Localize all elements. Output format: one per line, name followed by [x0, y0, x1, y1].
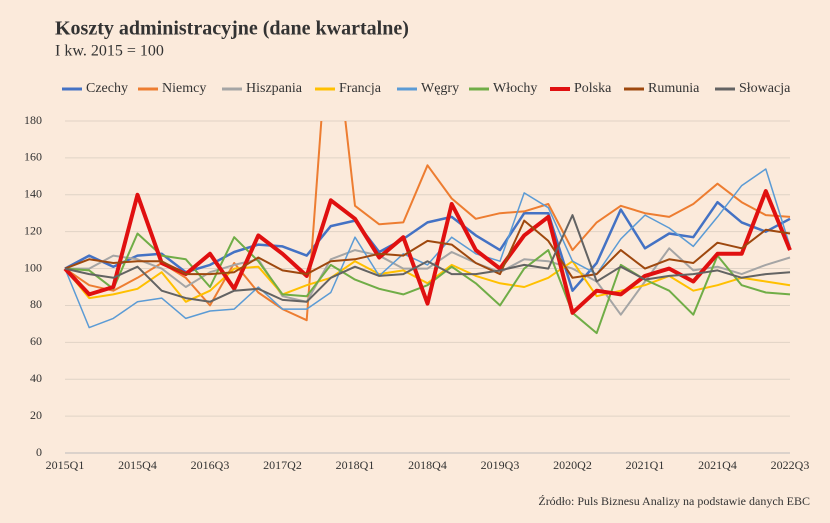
y-tick-label: 60 — [30, 334, 42, 348]
legend-label: Słowacja — [739, 81, 791, 96]
legend-label: Włochy — [493, 81, 537, 96]
y-tick-label: 120 — [24, 223, 42, 237]
y-tick-label: 140 — [24, 187, 42, 201]
y-tick-label: 0 — [36, 445, 42, 459]
x-tick-label: 2017Q2 — [263, 458, 302, 472]
y-tick-label: 180 — [24, 113, 42, 127]
series-line — [64, 168, 791, 329]
y-tick-label: 20 — [30, 408, 42, 422]
y-tick-label: 40 — [30, 371, 42, 385]
x-tick-label: 2021Q1 — [626, 458, 665, 472]
chart-title: Koszty administracyjne (dane kwartalne) — [55, 18, 409, 40]
legend-label: Węgry — [421, 81, 459, 96]
labels: 0 20 40 60 80 100 120 140 160 180 2015Q1 2015Q4 2016… — [24, 81, 809, 472]
chart-subtitle: I kw. 2015 = 100 — [55, 43, 164, 60]
x-tick-label: 2020Q2 — [553, 458, 592, 472]
x-tick-label: 2021Q4 — [698, 458, 737, 472]
x-tick-label: 2015Q1 — [46, 458, 85, 472]
legend-label: Francja — [339, 81, 382, 96]
y-tick-label: 100 — [24, 260, 42, 274]
series-line — [64, 232, 791, 335]
legend-label: Niemcy — [162, 81, 206, 96]
series-line — [64, 121, 791, 322]
plot — [63, 121, 792, 335]
y-tick-label: 80 — [30, 297, 42, 311]
x-tick-label: 2016Q3 — [191, 458, 230, 472]
series-line — [64, 219, 791, 279]
legend-label: Polska — [574, 81, 612, 96]
x-tick-label: 2018Q1 — [336, 458, 375, 472]
legend-label: Hiszpania — [246, 81, 303, 96]
series-line — [65, 247, 791, 316]
series-line — [64, 214, 791, 303]
x-tick-label: 2015Q4 — [118, 458, 157, 472]
x-tick-label: 2018Q4 — [408, 458, 447, 472]
legend-label: Rumunia — [648, 81, 700, 96]
x-tick-label: 2022Q3 — [771, 458, 810, 472]
x-tick-label: 2019Q3 — [481, 458, 520, 472]
source: Źródło: Puls Biznesu Analizy na podstawi… — [538, 494, 810, 508]
legend-label: Czechy — [86, 81, 128, 96]
y-tick-label: 160 — [24, 150, 42, 164]
